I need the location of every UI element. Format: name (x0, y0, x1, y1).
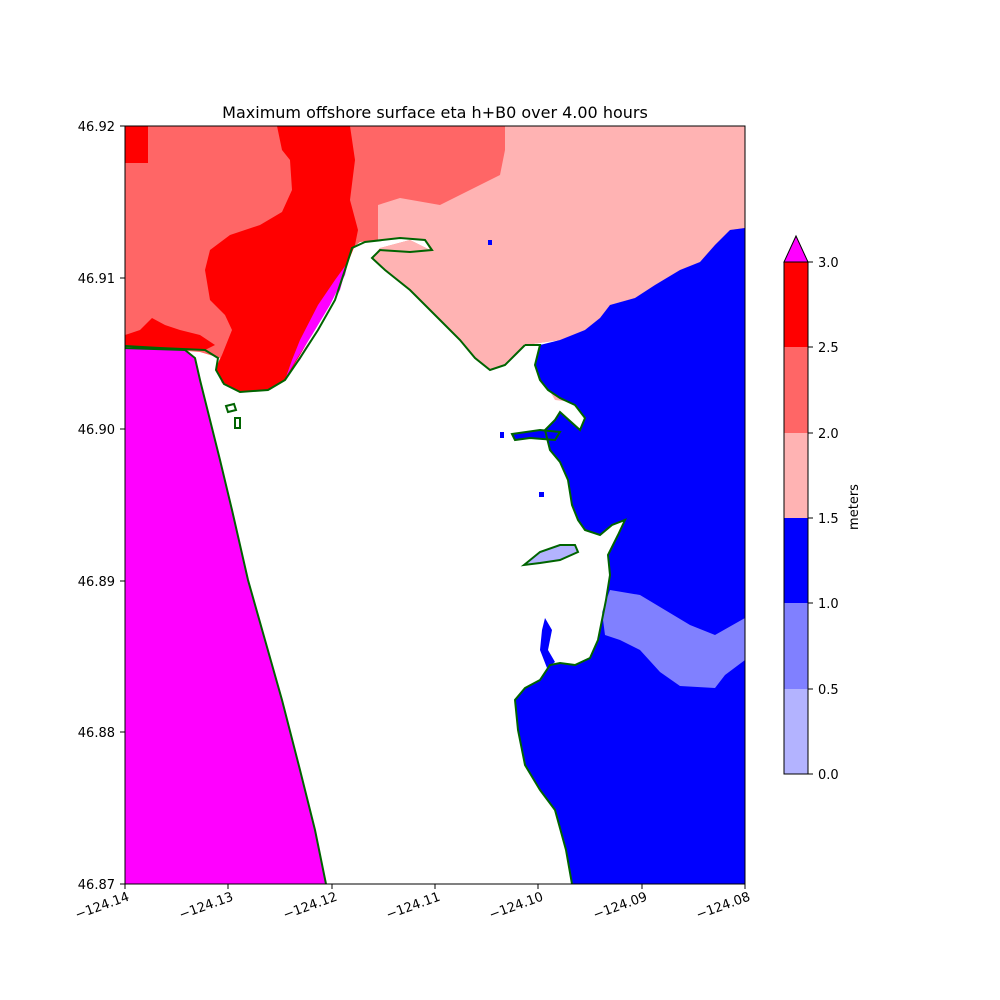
y-tick-label: 46.89 (78, 575, 115, 590)
water-west-patch-2.5-3.0 (125, 318, 215, 350)
water-finger-2 (540, 618, 555, 668)
map-area (125, 126, 745, 884)
colorbar-level (784, 347, 808, 433)
shoreline-east (513, 344, 627, 884)
colorbar-level (784, 603, 808, 689)
shoreline-island-1 (224, 402, 238, 414)
water-channel-0.0-0.5 (524, 545, 578, 565)
colorbar-tick-label: 1.0 (818, 597, 839, 612)
colorbar-level (784, 689, 808, 774)
x-tick-label: −124.09 (591, 890, 649, 923)
y-tick-label: 46.91 (78, 272, 115, 287)
colorbar-level (784, 518, 808, 603)
colorbar-level (784, 262, 808, 347)
water-speck-2 (488, 240, 492, 245)
colorbar-extend-arrow (783, 234, 809, 263)
colorbar-level (784, 433, 808, 518)
shoreline-north (125, 236, 526, 394)
water-north-2.5-3.0 (205, 126, 358, 392)
colorbar-tick-label: 3.0 (818, 256, 839, 271)
shoreline-finger (510, 428, 562, 442)
x-tick-label: −124.12 (281, 890, 339, 923)
colorbar-tick-label: 1.5 (818, 512, 839, 527)
shoreline-west (125, 347, 327, 884)
y-tick-label: 46.87 (78, 878, 115, 893)
y-axis: 46.87 46.88 46.89 46.90 46.91 46.92 (78, 120, 125, 893)
shoreline (125, 236, 627, 884)
x-axis: −124.14 −124.13 −124.12 −124.11 −124.10 … (73, 884, 752, 923)
shoreline-channel (520, 544, 580, 567)
colorbar-tick-label: 2.0 (818, 427, 839, 442)
shoreline-island-2 (234, 417, 241, 429)
x-tick-label: −124.13 (177, 890, 235, 923)
y-tick-label: 46.92 (78, 120, 115, 135)
x-tick-label: −124.14 (73, 890, 131, 923)
water-west-ocean-over-3.0 (125, 348, 326, 884)
water-east-1.0-1.5 (515, 228, 745, 884)
water-speck-3 (539, 492, 544, 497)
water-northwest-2.5-3.0 (125, 126, 148, 163)
colorbar-tick-label: 2.5 (818, 341, 839, 356)
x-tick-label: −124.08 (694, 890, 752, 923)
y-tick-label: 46.88 (78, 726, 115, 741)
y-tick-label: 46.90 (78, 423, 115, 438)
water-northeast-1.5-2.0 (372, 126, 745, 370)
colorbar-label: meters (847, 484, 862, 530)
water-east-0.5-1.0 (602, 590, 745, 688)
colorbar-tick-label: 0.5 (818, 683, 839, 698)
water-speck-1 (500, 432, 504, 438)
colorbar: 0.0 0.5 1.0 1.5 2.0 2.5 3.0 meters (783, 234, 862, 783)
x-tick-label: −124.10 (487, 890, 545, 923)
x-tick-label: −124.11 (384, 890, 442, 923)
water-jetty-fill-over-3.0 (286, 262, 348, 377)
map-title: Maximum offshore surface eta h+B0 over 4… (222, 103, 648, 122)
colorbar-tick-label: 0.0 (818, 768, 839, 783)
